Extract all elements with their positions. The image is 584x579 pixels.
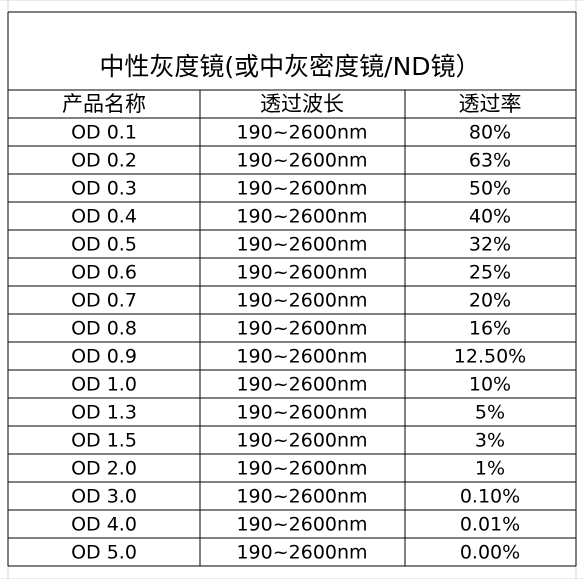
cell: OD 0.4	[71, 206, 137, 228]
cell: 190~2600nm	[236, 458, 367, 480]
cell: 190~2600nm	[236, 374, 367, 396]
cell: 190~2600nm	[236, 346, 367, 368]
cell: 16%	[469, 318, 511, 340]
cell: 0.00%	[460, 542, 520, 564]
table-title: 中性灰度镜(或中灰密度镜/ND镜）	[99, 52, 480, 81]
cell: 0.10%	[460, 486, 520, 508]
cell: OD 0.2	[71, 150, 137, 172]
cell: OD 1.3	[71, 402, 137, 424]
cell: 32%	[469, 234, 511, 256]
cell: 190~2600nm	[236, 234, 367, 256]
cell: OD 0.5	[71, 234, 137, 256]
cell: 190~2600nm	[236, 318, 367, 340]
cell: 0.01%	[460, 514, 520, 536]
cell: OD 0.9	[71, 346, 137, 368]
cell: 50%	[469, 178, 511, 200]
cell: OD 0.6	[71, 262, 137, 284]
cell: OD 1.5	[71, 430, 137, 452]
cell: 190~2600nm	[236, 486, 367, 508]
cell: OD 4.0	[71, 514, 137, 536]
cell: OD 0.3	[71, 178, 137, 200]
cell: 5%	[475, 402, 505, 424]
cell: 10%	[469, 374, 511, 396]
cell: 190~2600nm	[236, 122, 367, 144]
cell: OD 3.0	[71, 486, 137, 508]
column-header: 透过率	[459, 92, 522, 116]
cell: OD 5.0	[71, 542, 137, 564]
cell: 190~2600nm	[236, 430, 367, 452]
cell: 190~2600nm	[236, 290, 367, 312]
cell: 80%	[469, 122, 511, 144]
cell: 190~2600nm	[236, 150, 367, 172]
column-header: 透过波长	[260, 92, 344, 116]
cell: 190~2600nm	[236, 542, 367, 564]
cell: 190~2600nm	[236, 262, 367, 284]
column-header: 产品名称	[62, 92, 146, 116]
cell: 3%	[475, 430, 505, 452]
cell: 25%	[469, 262, 511, 284]
cell: 40%	[469, 206, 511, 228]
cell: 190~2600nm	[236, 514, 367, 536]
cell: 12.50%	[454, 346, 526, 368]
cell: 20%	[469, 290, 511, 312]
cell: 63%	[469, 150, 511, 172]
cell: 190~2600nm	[236, 206, 367, 228]
cell: 1%	[475, 458, 505, 480]
cell: OD 0.1	[71, 122, 137, 144]
cell: OD 0.8	[71, 318, 137, 340]
cell: 190~2600nm	[236, 402, 367, 424]
cell: OD 2.0	[71, 458, 137, 480]
cell: OD 0.7	[71, 290, 137, 312]
cell: OD 1.0	[71, 374, 137, 396]
cell: 190~2600nm	[236, 178, 367, 200]
